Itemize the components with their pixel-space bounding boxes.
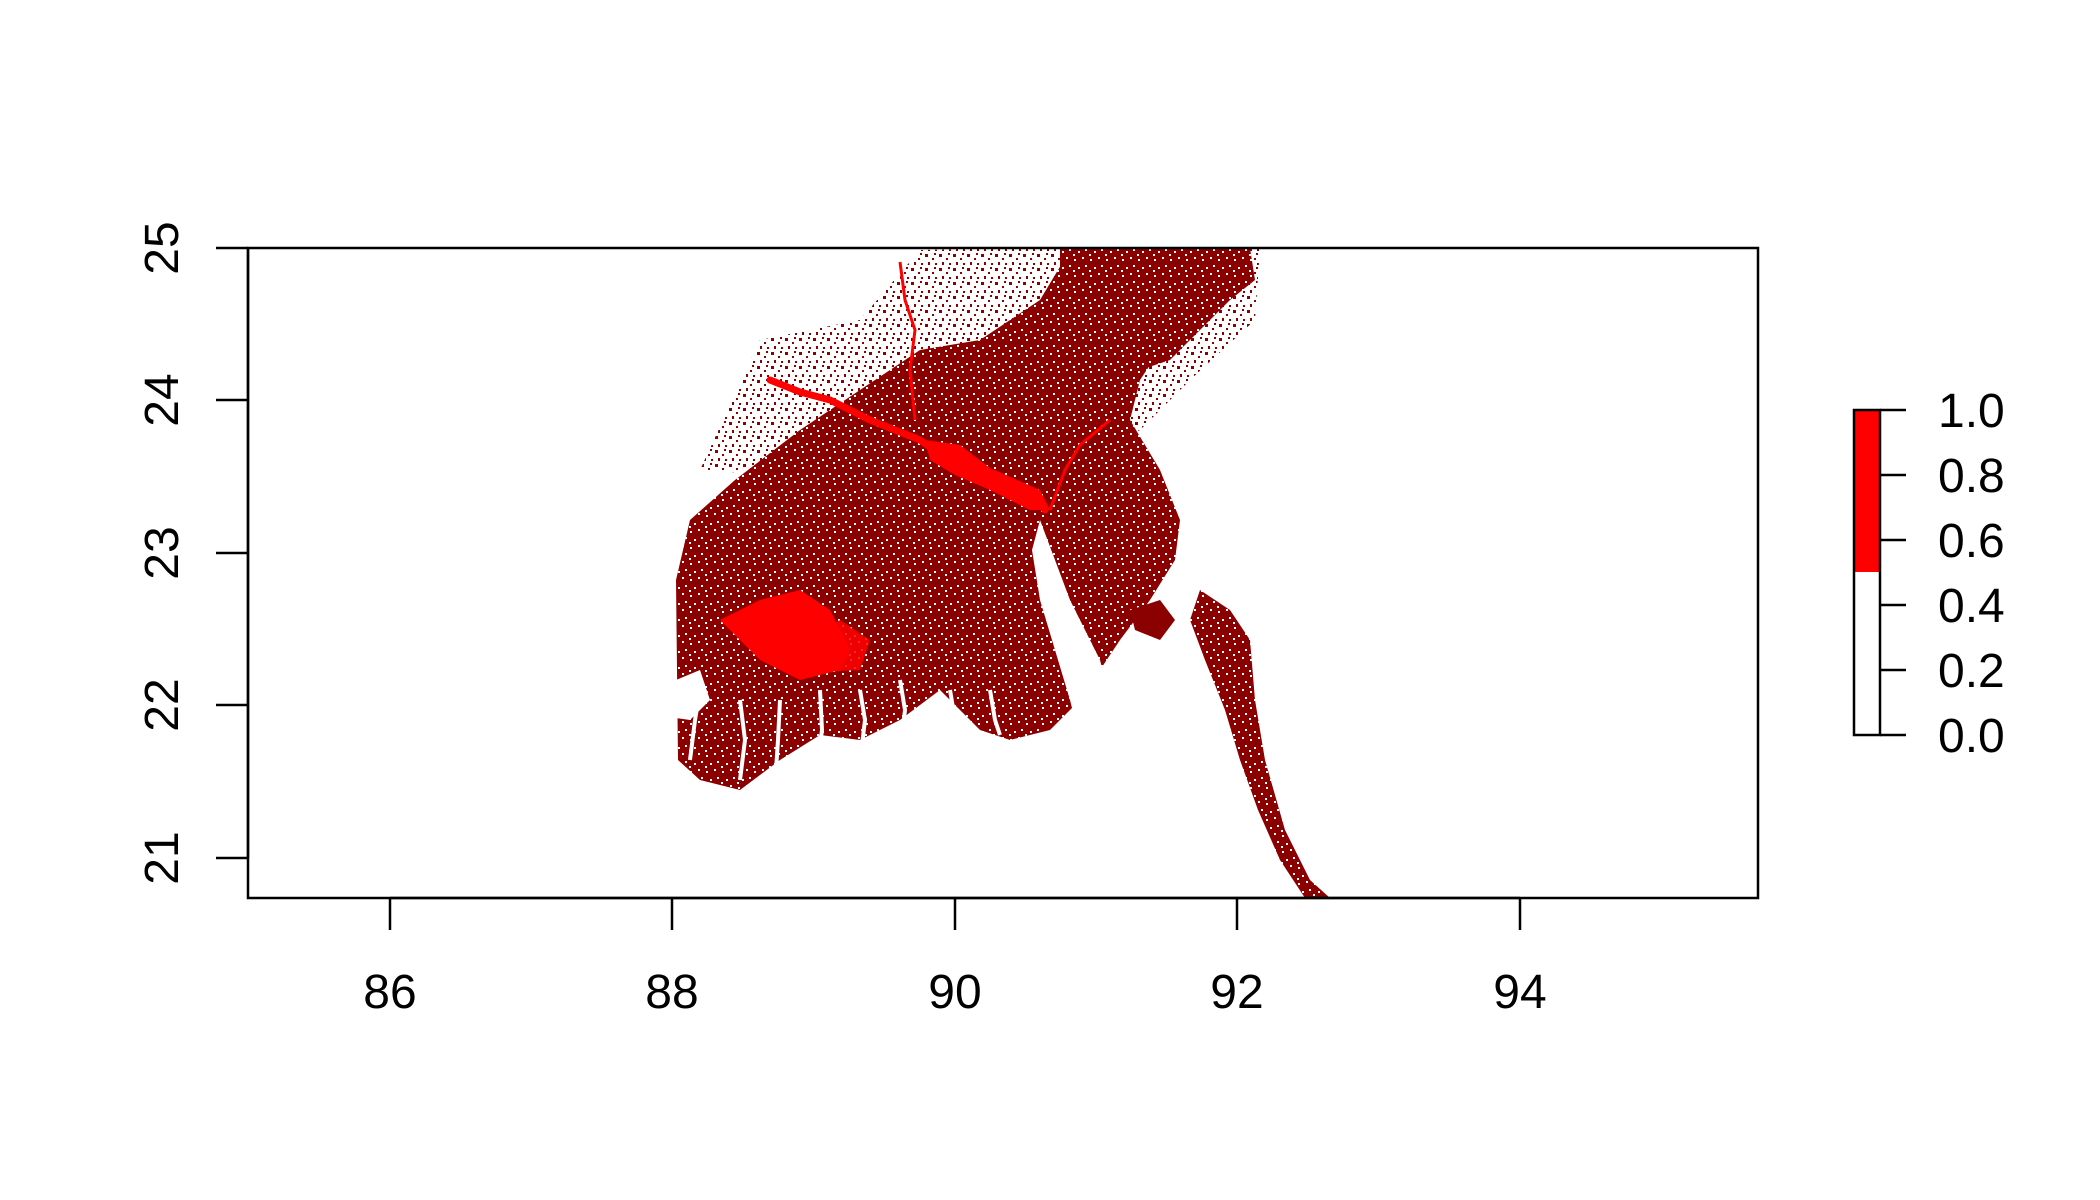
- estuary-island-east: [1130, 600, 1175, 640]
- x-tick-label: 88: [645, 966, 698, 1019]
- y-tick-label: 21: [136, 831, 189, 884]
- color-legend: 0.0 0.2 0.4 0.6 0.8 1.0: [1852, 385, 2005, 763]
- y-tick-label: 22: [136, 678, 189, 731]
- legend-tick-label: 0.4: [1938, 580, 2005, 633]
- river-wide-section: [925, 440, 1050, 510]
- western-bay-notch: [676, 670, 710, 720]
- northern-land-strip: [1060, 248, 1255, 370]
- y-tick-labels: 21 22 23 24 25: [136, 221, 189, 884]
- river-northeast-branch: [1048, 418, 1111, 511]
- y-axis: [216, 246, 250, 860]
- legend-ticks: [1880, 408, 1906, 737]
- legend-tick-label: 1.0: [1938, 385, 2005, 438]
- y-tick-label: 23: [136, 526, 189, 579]
- legend-bar-frame: [1852, 408, 1882, 737]
- eastern-coastal-strip: [1190, 590, 1330, 898]
- raster-map: [676, 248, 1330, 898]
- x-tick-label: 94: [1493, 966, 1546, 1019]
- main-estuary-channel: [1032, 520, 1110, 740]
- x-tick-labels: 86 88 90 92 94: [363, 966, 1546, 1019]
- legend-high-band: [1854, 410, 1880, 572]
- legend-tick-labels: 0.0 0.2 0.4 0.6 0.8 1.0: [1938, 385, 2005, 763]
- x-tick-label: 86: [363, 966, 416, 1019]
- legend-tick-label: 0.6: [1938, 515, 2005, 568]
- legend-tick-label: 0.8: [1938, 450, 2005, 503]
- legend-tick-label: 0.0: [1938, 710, 2005, 763]
- y-tick-label: 24: [136, 373, 189, 426]
- river-north-branch: [898, 261, 917, 421]
- x-tick-label: 90: [928, 966, 981, 1019]
- legend-low-band: [1854, 572, 1880, 735]
- x-axis: [388, 896, 1522, 930]
- high-value-patch-center: [800, 620, 870, 672]
- legend-tick-label: 0.2: [1938, 645, 2005, 698]
- x-tick-label: 92: [1210, 966, 1263, 1019]
- y-tick-label: 25: [136, 221, 189, 274]
